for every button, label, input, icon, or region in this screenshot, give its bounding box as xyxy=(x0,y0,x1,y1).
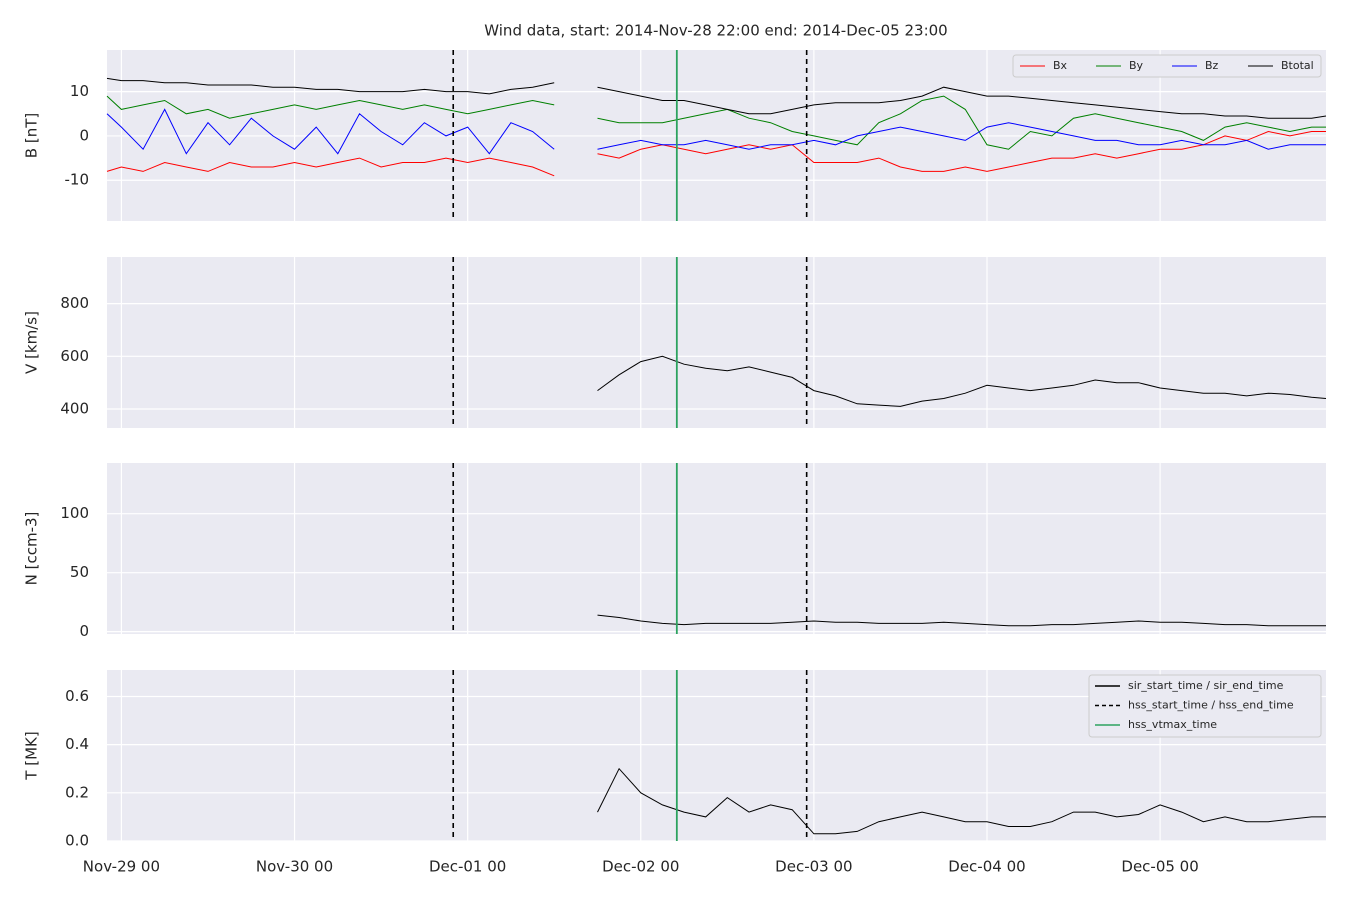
series-line xyxy=(106,77,1327,119)
y-tick-label: 0 xyxy=(79,126,89,144)
x-tick-label: Dec-02 00 xyxy=(602,858,679,876)
plot-area xyxy=(107,257,1326,428)
figure-title: Wind data, start: 2014-Nov-28 22:00 end:… xyxy=(484,22,947,40)
y-axis-label: T [MK] xyxy=(23,731,41,780)
x-tick-label: Dec-05 00 xyxy=(1121,858,1198,876)
y-tick-label: 800 xyxy=(60,294,89,312)
y-tick-label: 600 xyxy=(60,347,89,365)
y-tick-label: 0.6 xyxy=(65,687,89,705)
legend-label: Bz xyxy=(1205,59,1219,72)
y-axis-label: N [ccm-3] xyxy=(23,512,41,586)
legend-label: sir_start_time / sir_end_time xyxy=(1128,679,1284,692)
y-tick-label: 0.4 xyxy=(65,735,89,753)
y-axis-label: V [km/s] xyxy=(23,311,41,374)
x-tick-label: Dec-01 00 xyxy=(429,858,506,876)
y-tick-label: 50 xyxy=(70,563,89,581)
y-tick-label: 10 xyxy=(70,82,89,100)
plot-area xyxy=(107,463,1326,634)
y-tick-label: -10 xyxy=(65,171,90,189)
legend-box xyxy=(1088,674,1322,738)
y-tick-label: 0 xyxy=(79,622,89,640)
series-line xyxy=(106,130,1326,177)
legend-label: hss_vtmax_time xyxy=(1128,718,1217,731)
x-tick-label: Dec-04 00 xyxy=(948,858,1025,876)
y-axis-label: B [nT] xyxy=(23,113,41,158)
y-tick-label: 0.0 xyxy=(65,832,89,850)
x-tick-label: Nov-30 00 xyxy=(256,858,333,876)
x-tick-label: Dec-03 00 xyxy=(775,858,852,876)
legend-label: hss_start_time / hss_end_time xyxy=(1128,699,1294,712)
legend-box xyxy=(1012,54,1322,78)
series-line xyxy=(106,95,1326,150)
y-tick-label: 100 xyxy=(60,504,89,522)
y-tick-label: 400 xyxy=(60,400,89,418)
y-tick-label: 0.2 xyxy=(65,783,89,801)
series-line xyxy=(597,614,1326,627)
legend-label: By xyxy=(1129,59,1144,72)
series-line xyxy=(597,355,1327,407)
series-line xyxy=(597,767,1326,835)
series-line xyxy=(106,108,1326,155)
legend-label: Btotal xyxy=(1281,59,1314,72)
legend-label: Bx xyxy=(1053,59,1068,72)
x-tick-label: Nov-29 00 xyxy=(83,858,160,876)
